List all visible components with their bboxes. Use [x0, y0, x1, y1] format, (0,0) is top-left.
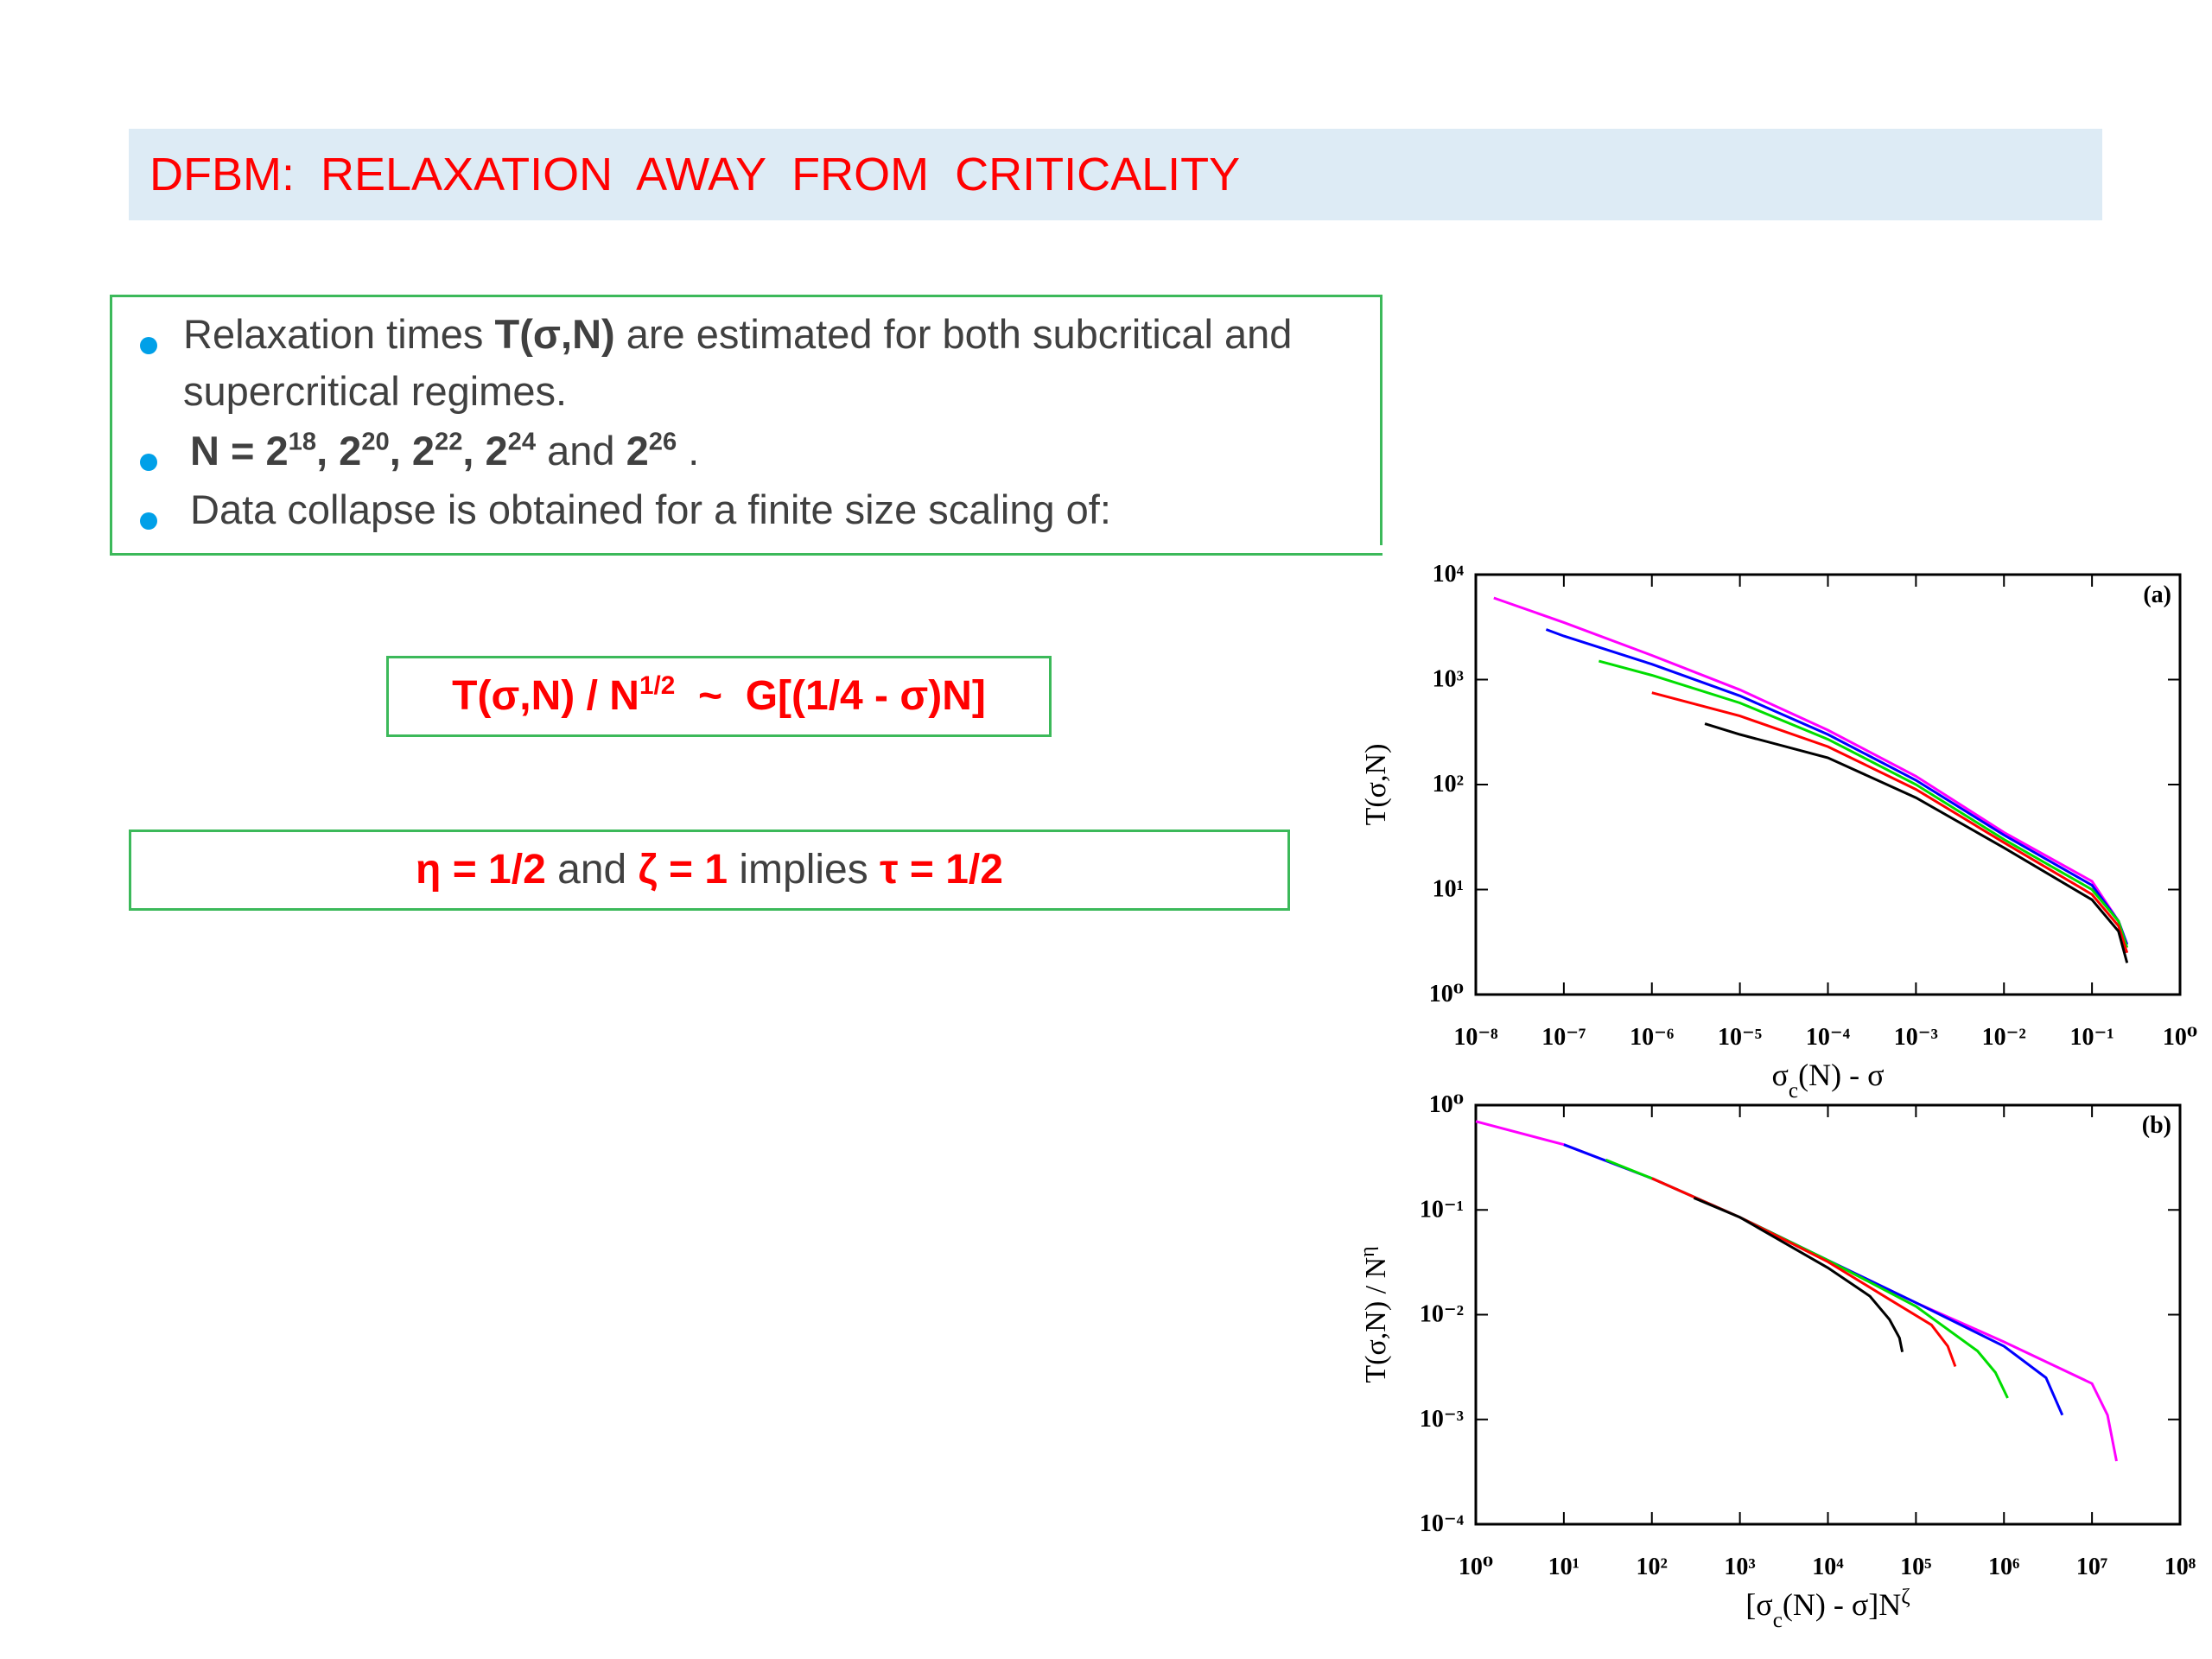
data-line: [1651, 691, 2129, 954]
text-run: 1/2: [639, 671, 676, 701]
x-tick-label: 10⁻⁴: [1806, 1024, 1851, 1051]
y-axis-label: T(σ,N): [1360, 744, 1392, 826]
text-run: , 2: [389, 428, 435, 474]
text-run: ζ = 1: [638, 847, 728, 893]
data-line: [1493, 596, 2129, 945]
text-run: T(σ,N) / N: [452, 673, 639, 719]
y-tick-label: 10⁰: [1429, 981, 1464, 1007]
x-tick-label: 10⁻⁷: [1541, 1024, 1586, 1051]
x-tick-label: 10⁻⁸: [1453, 1024, 1497, 1051]
plot-frame: [1474, 573, 2182, 996]
x-tick-label: 10³: [1724, 1554, 1755, 1580]
bullet: Data collapse is obtained for a finite s…: [190, 481, 1365, 538]
data-line: [1599, 659, 2129, 949]
y-tick-label: 10⁻³: [1420, 1406, 1464, 1433]
equation-box: η = 1/2 and ζ = 1 implies τ = 1/2: [129, 830, 1290, 911]
x-tick-label: 10⁻²: [1982, 1024, 2026, 1051]
bullet: Relaxation times T(σ,N) are estimated fo…: [183, 306, 1358, 420]
text-run: implies: [728, 847, 880, 893]
x-axis-label: σc(N) - σ: [1772, 1058, 1885, 1103]
text-run: ~ G[(1/4 - σ)N]: [675, 673, 986, 719]
y-tick-label: 10³: [1433, 666, 1464, 693]
text-run: Data collapse is obtained for a finite s…: [190, 486, 1111, 532]
text-run: are estimated for both subcritical and s…: [183, 311, 1293, 414]
slide-title: DFBM: RELAXATION AWAY FROM CRITICALITY: [149, 149, 1241, 200]
x-axis-label: [σc(N) - σ]Nζ: [1745, 1586, 1910, 1632]
label-run: η: [1357, 1246, 1379, 1256]
text-run: and: [536, 428, 626, 474]
y-axis-label: T(σ,N) / Nη: [1357, 1246, 1392, 1382]
label-run: (N) - σ: [1798, 1058, 1884, 1092]
panel-label: (b): [2142, 1112, 2171, 1139]
text-run: , 2: [316, 428, 362, 474]
y-tick-label: 10⁻²: [1420, 1301, 1464, 1328]
text-run: η = 1/2: [416, 847, 546, 893]
text-run: 2: [626, 428, 649, 474]
text-run: Relaxation times: [183, 311, 495, 357]
label-run: σ: [1772, 1058, 1789, 1092]
label-run: c: [1789, 1079, 1798, 1103]
x-tick-label: 10⁸: [2164, 1554, 2196, 1580]
bullet-dot: [140, 454, 157, 471]
plot-frame: [1474, 1103, 2182, 1526]
label-run: T(σ,N): [1360, 744, 1392, 826]
y-tick-label: 10⁰: [1429, 1091, 1464, 1118]
y-tick-label: 10⁻⁴: [1420, 1510, 1465, 1537]
y-tick-label: 10⁻¹: [1420, 1196, 1464, 1223]
bullet-dot: [140, 337, 157, 354]
data-line: [1563, 1143, 2064, 1416]
y-tick-label: 10¹: [1433, 876, 1464, 903]
data-line: [1704, 722, 2129, 963]
text-run: 26: [648, 428, 677, 456]
box-edge: [1380, 295, 1382, 545]
y-tick-label: 10⁴: [1433, 561, 1465, 588]
x-tick-label: 10⁰: [2163, 1024, 2197, 1051]
x-tick-label: 10⁴: [1812, 1554, 1844, 1580]
x-tick-label: 10⁻¹: [2070, 1024, 2114, 1051]
text-run: .: [677, 428, 700, 474]
x-tick-label: 10²: [1637, 1554, 1668, 1580]
text-run: 18: [288, 428, 317, 456]
data-line: [1651, 1177, 1957, 1368]
label-run: (N) - σ]N: [1783, 1587, 1901, 1622]
equation-box: T(σ,N) / N1/2 ~ G[(1/4 - σ)N]: [386, 656, 1052, 737]
bullet: N = 218, 220, 222, 224 and 226 .: [190, 423, 1365, 480]
text-run: 22: [435, 428, 463, 456]
x-tick-label: 10⁵: [1900, 1554, 1931, 1580]
data-line: [1605, 1159, 2009, 1399]
bullet-dot: [140, 512, 157, 530]
data-line: [1545, 628, 2129, 945]
data-line: [1475, 1120, 2118, 1462]
x-tick-label: 10⁷: [2076, 1554, 2107, 1580]
text-run: and: [545, 847, 639, 893]
label-run: c: [1773, 1609, 1783, 1632]
x-tick-label: 10⁻⁵: [1718, 1024, 1762, 1051]
x-tick-label: 10⁶: [1988, 1554, 2019, 1580]
bullet-box: Relaxation times T(σ,N) are estimated fo…: [110, 295, 1382, 556]
x-tick-label: 10¹: [1548, 1554, 1580, 1580]
text-run: , 2: [462, 428, 508, 474]
x-tick-label: 10⁰: [1459, 1554, 1493, 1580]
text-run: T(σ,N): [494, 311, 615, 357]
label-run: T(σ,N) / N: [1360, 1257, 1392, 1383]
panel-label: (a): [2143, 582, 2171, 608]
text-run: N = 2: [190, 428, 289, 474]
text-run: 20: [361, 428, 390, 456]
title-bar: DFBM: RELAXATION AWAY FROM CRITICALITY: [129, 129, 2102, 220]
label-run: ζ: [1901, 1586, 1910, 1609]
text-run: τ = 1/2: [880, 847, 1003, 893]
text-run: 24: [507, 428, 537, 456]
x-tick-label: 10⁻³: [1894, 1024, 1938, 1051]
y-tick-label: 10²: [1433, 771, 1464, 798]
label-run: [σ: [1745, 1587, 1772, 1622]
x-tick-label: 10⁻⁶: [1630, 1024, 1674, 1051]
data-line: [1693, 1197, 1904, 1352]
